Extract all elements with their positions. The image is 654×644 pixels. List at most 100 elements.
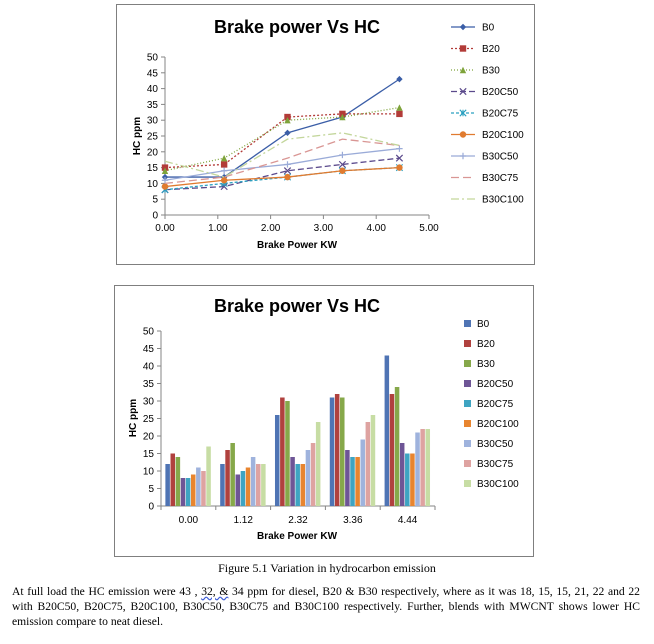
y-tick-label: 0	[148, 502, 154, 513]
bar	[384, 355, 390, 506]
legend-label: B30C100	[482, 195, 524, 206]
legend-label: B20	[482, 44, 500, 55]
data-point	[284, 173, 291, 181]
bar	[274, 415, 280, 506]
y-tick-label: 25	[147, 132, 159, 143]
y-axis-title: HC ppm	[132, 117, 143, 155]
series-b20	[170, 394, 395, 506]
bar	[190, 474, 196, 506]
bar	[340, 397, 345, 506]
data-point	[395, 154, 404, 162]
bar	[290, 457, 295, 506]
legend-item: B20C75	[464, 399, 514, 410]
data-point	[161, 167, 169, 174]
data-point	[220, 161, 228, 168]
y-tick-label: 15	[143, 449, 155, 460]
series-b30	[175, 387, 400, 506]
bar	[170, 453, 176, 506]
series-line	[164, 113, 400, 169]
data-point	[283, 167, 292, 175]
data-point	[396, 145, 403, 152]
y-tick-label: 20	[147, 147, 159, 158]
bar	[405, 453, 410, 506]
series-line	[164, 157, 400, 191]
bar	[345, 450, 350, 506]
bar-chart: Brake power Vs HC 0 5 10 15 20 25 30 35 40 45 50 0.0…	[128, 296, 519, 542]
data-point	[220, 154, 228, 162]
data-point	[338, 160, 347, 169]
bar	[394, 387, 400, 506]
bar	[389, 394, 395, 506]
chart-title: Brake power Vs HC	[214, 296, 380, 316]
data-point	[396, 164, 403, 171]
legend-item: B20C100	[451, 130, 524, 141]
legend-label: B20C75	[482, 109, 519, 120]
bar	[410, 453, 415, 506]
data-point	[339, 151, 346, 159]
bar	[329, 397, 335, 506]
y-tick-label: 50	[147, 53, 159, 64]
legend-label: B20C75	[477, 399, 514, 410]
series-b30c75	[201, 422, 425, 506]
bar	[175, 457, 181, 506]
bar	[305, 450, 311, 506]
bar	[235, 474, 241, 506]
legend-item: B30C100	[451, 195, 524, 206]
data-point	[284, 161, 291, 168]
legend-label: B20C50	[477, 379, 514, 390]
y-tick-label: 25	[143, 414, 155, 425]
legend-swatch	[464, 360, 471, 367]
paragraph-text-squiggle: 32, &	[201, 585, 229, 598]
legend-label: B30	[482, 66, 500, 77]
bar	[261, 464, 266, 506]
series-b30	[161, 104, 403, 174]
data-point	[396, 110, 403, 118]
bar	[370, 415, 376, 506]
legend-swatch	[464, 400, 471, 407]
y-tick-label: 45	[143, 344, 155, 355]
legend-marker	[459, 45, 467, 52]
data-point	[339, 113, 346, 121]
series-b20c100	[190, 453, 415, 506]
data-point	[220, 177, 228, 184]
bar	[201, 471, 206, 506]
paragraph-text-1: At full load the HC emission were 43 ,	[12, 585, 202, 598]
data-point	[396, 75, 403, 83]
legend-marker	[459, 66, 467, 74]
legend-item: B30C75	[464, 459, 514, 470]
chart-title: Brake power Vs HC	[214, 17, 380, 37]
bar-chart-panel: Brake power Vs HC 0 5 10 15 20 25 30 35 40 45 50 0.0…	[114, 285, 534, 557]
y-tick-label: 30	[147, 116, 159, 127]
legend-label: B30C75	[482, 173, 519, 184]
bar	[165, 464, 170, 506]
series-b20	[161, 110, 403, 171]
bar	[225, 450, 230, 506]
y-tick-label: 40	[147, 84, 159, 95]
legend-item: B20	[464, 339, 495, 350]
data-point	[220, 167, 228, 174]
legend-label: B0	[482, 23, 495, 34]
legend-item: B30C100	[464, 479, 519, 490]
bar	[355, 457, 360, 506]
line-chart-panel: Brake power Vs HC 0 5 10 15 20 25 30 35 40 45 50 0.0…	[116, 4, 535, 265]
bar	[300, 464, 306, 506]
y-tick-label: 15	[147, 163, 159, 174]
body-paragraph: At full load the HC emission were 43 , 3…	[12, 584, 640, 629]
legend-label: B30C50	[482, 152, 519, 163]
x-tick-label: 3.00	[314, 223, 334, 234]
y-axis-title: HC ppm	[128, 399, 139, 437]
y-tick-label: 0	[152, 211, 158, 222]
series-b20c75	[161, 164, 404, 194]
x-tick-label: 2.00	[261, 223, 281, 234]
legend-label: B20C50	[482, 87, 519, 98]
x-tick-label: 2.32	[288, 515, 308, 526]
x-tick-label: 0.00	[179, 515, 199, 526]
x-tick-label: 1.00	[208, 223, 228, 234]
legend-item: B20C50	[464, 379, 514, 390]
legend-item: B20C100	[464, 419, 519, 430]
series-b20c100	[161, 164, 403, 190]
series-line	[164, 132, 400, 178]
legend-item: B30C75	[451, 173, 519, 184]
y-tick-label: 20	[143, 432, 155, 443]
bar	[255, 464, 261, 506]
